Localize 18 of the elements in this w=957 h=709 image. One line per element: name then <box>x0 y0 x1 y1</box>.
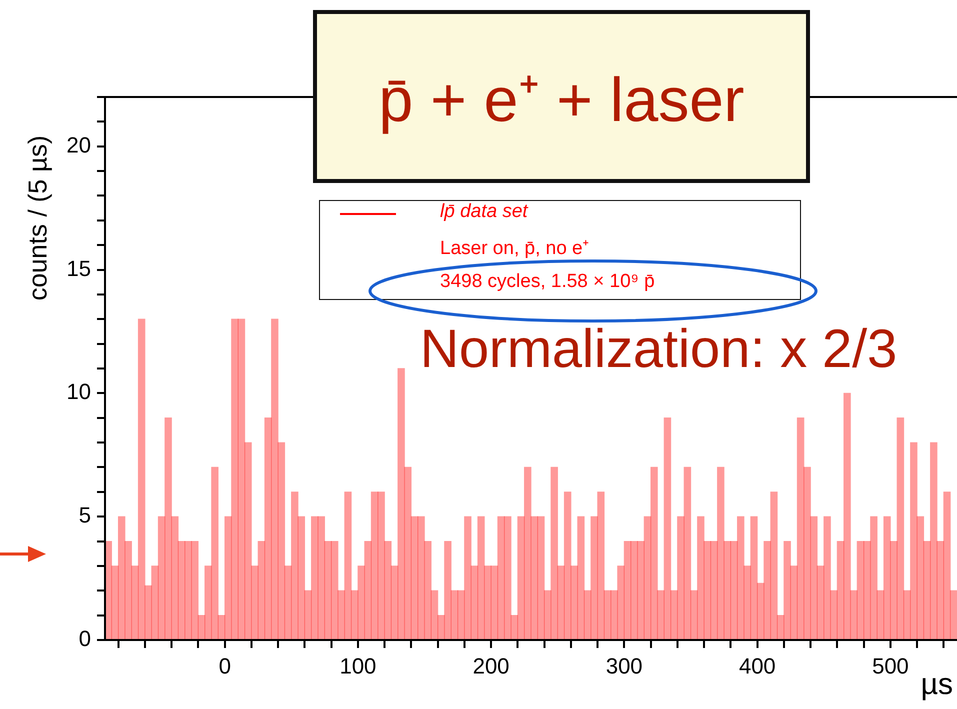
y-axis-title: counts / (5 µs) <box>22 135 54 301</box>
annotation: Normalization: x 2/3 <box>420 318 898 380</box>
x-tick-label: 0 <box>218 653 231 678</box>
annotation: Laser on, p̄, no e⁺ <box>440 237 589 260</box>
x-tick-label: 200 <box>472 653 510 678</box>
annotation: 3498 cycles, 1.58 × 10⁹ p̄ <box>440 271 655 293</box>
y-tick-label: 10 <box>66 379 91 404</box>
y-tick-label: 0 <box>78 626 91 652</box>
y-tick-label: 5 <box>78 502 91 528</box>
y-tick-label: 20 <box>66 132 91 158</box>
x-tick-label: 500 <box>872 653 909 678</box>
x-tick-label: 400 <box>738 653 776 678</box>
y-tick-label: 15 <box>66 256 91 281</box>
x-axis-title: µs <box>920 668 953 702</box>
x-tick-label: 100 <box>340 653 376 678</box>
x-tick-label: 300 <box>606 653 643 678</box>
legend-label: lp̄ data set <box>440 201 528 223</box>
chart-title: p̄ + e⁺ + laser <box>313 10 810 183</box>
